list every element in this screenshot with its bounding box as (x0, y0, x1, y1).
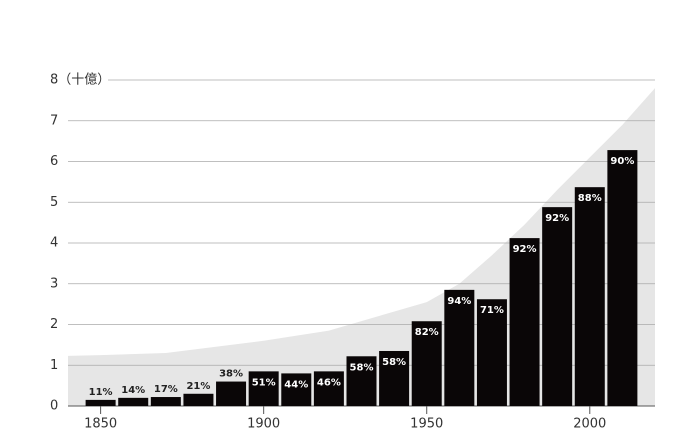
bar (118, 397, 149, 406)
bar (248, 371, 279, 406)
value-label: 58% (382, 357, 406, 368)
x-tick-label: 1900 (247, 417, 280, 432)
value-label: 17% (154, 384, 178, 395)
bar (476, 299, 507, 406)
bar (509, 238, 540, 406)
value-label: 14% (121, 385, 145, 396)
value-label: 21% (186, 381, 210, 392)
y-tick-label: 2 (50, 317, 58, 332)
y-tick-label: 1 (50, 358, 58, 373)
x-tick-label: 2000 (573, 417, 606, 432)
y-tick-label: 7 (50, 113, 58, 128)
value-label: 38% (219, 369, 243, 380)
bar (346, 356, 377, 406)
bar (85, 399, 116, 406)
bar (574, 187, 605, 406)
bar (379, 350, 410, 406)
value-label: 82% (415, 327, 439, 338)
value-label: 51% (252, 377, 276, 388)
bar (542, 207, 573, 406)
y-tick-label: 4 (50, 236, 58, 251)
value-label: 92% (545, 213, 569, 224)
bar (150, 397, 181, 406)
value-label: 94% (447, 296, 471, 307)
y-tick-label: 8（十億） (50, 72, 110, 88)
x-tick-label: 1950 (410, 417, 443, 432)
value-label: 46% (317, 377, 341, 388)
value-label: 11% (89, 387, 113, 398)
y-tick-label: 0 (50, 399, 58, 414)
y-tick-label: 6 (50, 154, 58, 169)
value-label: 44% (284, 379, 308, 390)
value-label: 92% (513, 244, 537, 255)
bar (411, 321, 442, 406)
bar (216, 381, 247, 406)
bar (444, 289, 475, 406)
value-label: 58% (350, 362, 374, 373)
value-label: 71% (480, 305, 504, 316)
bar (313, 371, 344, 406)
area (68, 88, 655, 407)
x-tick-label: 1850 (84, 417, 117, 432)
bar (281, 373, 312, 406)
y-tick-label: 5 (50, 195, 58, 210)
y-tick-label: 3 (50, 276, 58, 291)
bar (607, 150, 638, 406)
value-label: 90% (610, 156, 634, 167)
bar (183, 393, 214, 406)
value-label: 88% (578, 193, 602, 204)
